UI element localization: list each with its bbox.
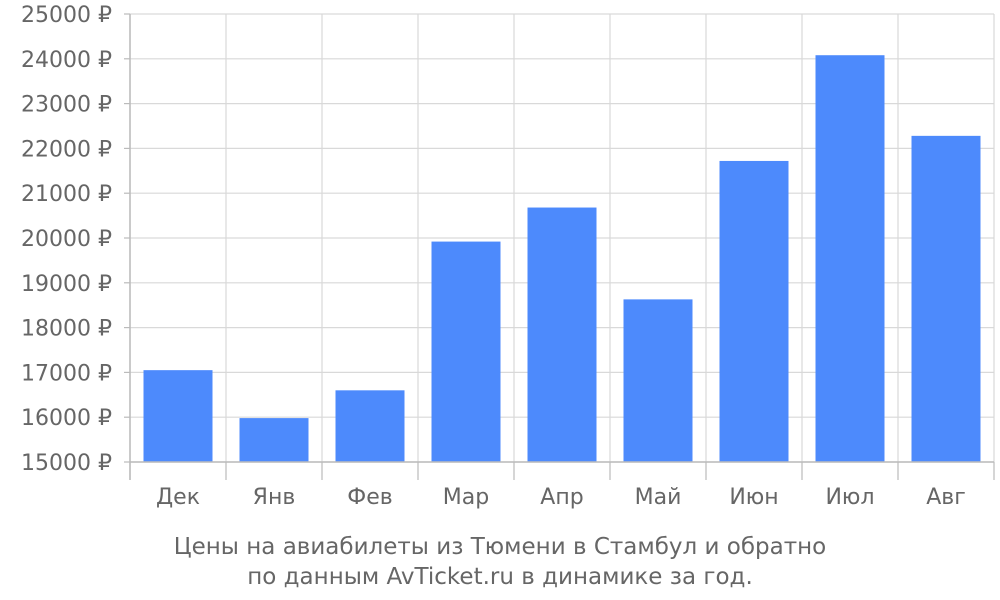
bar [143, 370, 213, 462]
x-tick-label: Фев [347, 485, 392, 510]
chart-caption-line-1: Цены на авиабилеты из Тюмени в Стамбул и… [173, 534, 827, 560]
x-axis-tick-labels: Дек Янв Фев Мар Апр Май Июн Июл Авг [156, 485, 966, 510]
bar [623, 299, 693, 462]
axes [124, 13, 995, 480]
y-tick-label: 23000 ₽ [21, 93, 112, 118]
x-tick-label: Дек [156, 485, 200, 510]
y-axis-tick-labels: 15000 ₽ 16000 ₽ 17000 ₽ 18000 ₽ 19000 ₽ 20000… [21, 3, 112, 476]
bar [815, 55, 885, 462]
y-tick-label: 15000 ₽ [21, 451, 112, 476]
x-tick-label: Апр [540, 485, 583, 510]
bars [143, 55, 981, 462]
y-tick-label: 25000 ₽ [21, 3, 112, 28]
y-tick-label: 20000 ₽ [21, 227, 112, 252]
bar [911, 135, 981, 462]
bar [239, 418, 309, 462]
bar [335, 390, 405, 462]
x-tick-label: Янв [253, 485, 296, 510]
y-tick-label: 19000 ₽ [21, 272, 112, 297]
y-tick-label: 16000 ₽ [21, 406, 112, 431]
x-tick-label: Авг [926, 485, 966, 510]
bar [719, 160, 789, 462]
x-tick-label: Май [635, 485, 682, 510]
y-tick-label: 18000 ₽ [21, 317, 112, 342]
y-tick-label: 22000 ₽ [21, 137, 112, 162]
x-tick-label: Июл [825, 485, 874, 510]
chart-caption-line-2: по данным AvTicket.ru в динамике за год. [247, 564, 753, 590]
y-tick-label: 17000 ₽ [21, 361, 112, 386]
x-tick-label: Июн [729, 485, 778, 510]
x-tick-label: Мар [443, 485, 489, 510]
y-tick-label: 24000 ₽ [21, 48, 112, 73]
bar [527, 207, 597, 462]
y-tick-label: 21000 ₽ [21, 182, 112, 207]
bar [431, 241, 501, 462]
